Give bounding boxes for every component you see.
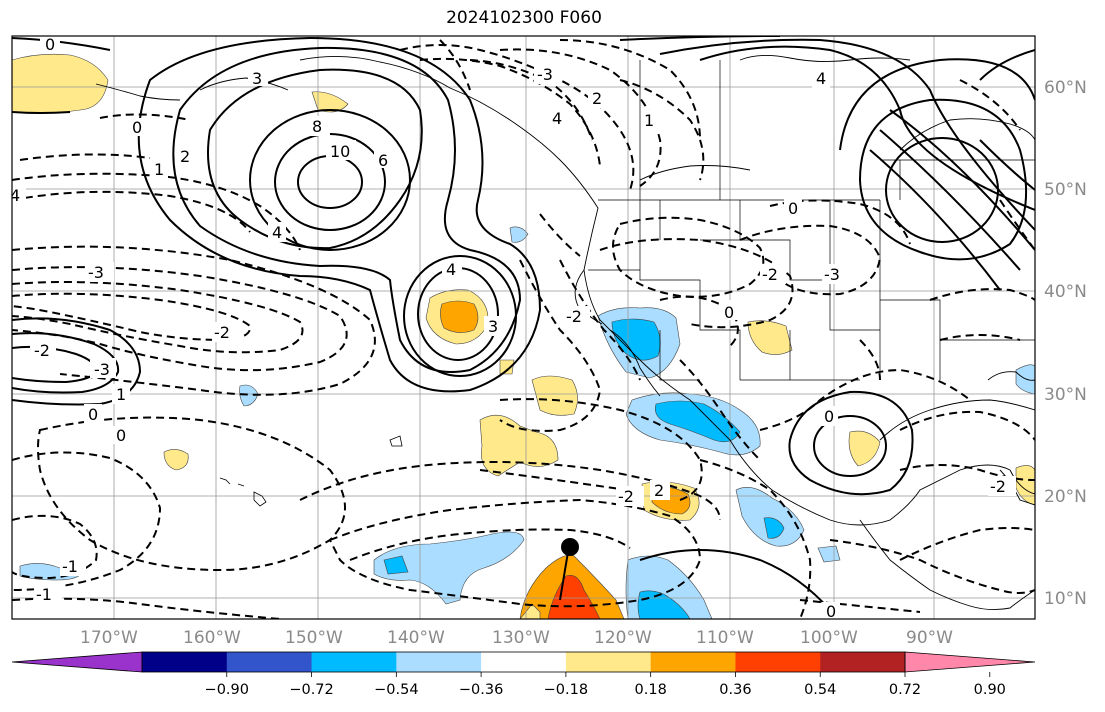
colorbar-extend-low	[11, 651, 143, 673]
lon-label: 90°W	[906, 628, 953, 648]
lon-label: 170°W	[80, 628, 138, 648]
contour-label: -3	[88, 263, 104, 282]
lon-label: 160°W	[183, 628, 241, 648]
coastlines	[95, 55, 1035, 611]
lon-label: 130°W	[492, 628, 550, 648]
colorbar-segment	[565, 652, 652, 672]
contour-label: 0	[826, 602, 836, 621]
contour-label: 8	[312, 117, 322, 136]
contour-label: -2	[566, 307, 582, 326]
lat-label: 40°N	[1044, 282, 1087, 302]
contour-label: 0	[88, 405, 98, 424]
colorbar-segment	[650, 652, 736, 672]
contour-label: 2	[592, 89, 602, 108]
contour-label: 0	[824, 407, 834, 426]
contour-label: 0	[116, 426, 126, 445]
colorbar-segment	[226, 652, 313, 672]
storm-center-marker	[561, 538, 579, 556]
contour-label: 3	[252, 69, 262, 88]
colorbar-segment	[735, 652, 821, 672]
contour-labels: 0 3 8 10 6 0 1 2 4 4 -3 -2 4 3	[10, 35, 1016, 621]
colorbar-tick-label: −0.18	[544, 682, 588, 698]
colorbar-tick-label: 0.90	[974, 682, 1006, 698]
colorbar-tick-label: 0.54	[804, 682, 836, 698]
contour-label: 4	[446, 260, 456, 279]
colorbar-tick-label: 0.18	[635, 682, 667, 698]
longitude-labels: 170°W 160°W 150°W 140°W 130°W 120°W 110°…	[80, 628, 953, 648]
contour-label: 4	[272, 223, 282, 242]
latitude-labels: 60°N 50°N 40°N 30°N 20°N 10°N	[1044, 78, 1087, 609]
contour-label: 1	[644, 111, 654, 130]
islands	[219, 435, 403, 507]
colorbar-segment	[396, 652, 482, 672]
colorbar-segment	[142, 652, 228, 672]
lon-label: 120°W	[594, 628, 652, 648]
contour-label: -2	[762, 265, 778, 284]
contour-label: 3	[488, 317, 498, 336]
contour-label: -3	[824, 265, 840, 284]
colorbar-segment	[820, 652, 906, 672]
contour-label: 4	[10, 186, 20, 205]
colorbar-tick-label: 0.72	[889, 682, 921, 698]
contour-label: -2	[618, 487, 634, 506]
contour-label: 0	[788, 199, 798, 218]
colorbar-tick-label: −0.54	[374, 682, 418, 698]
lon-label: 110°W	[696, 628, 754, 648]
contour-label: 4	[552, 109, 562, 128]
colorbar-tick-label: −0.90	[205, 682, 249, 698]
map-frame	[11, 35, 1036, 620]
contour-label: 1	[116, 385, 126, 404]
contour-label: 0	[45, 35, 55, 54]
contour-label: 0	[132, 118, 142, 137]
colorbar-segment	[481, 652, 567, 672]
lat-label: 60°N	[1044, 78, 1087, 98]
lat-label: 20°N	[1044, 487, 1087, 507]
lon-label: 150°W	[285, 628, 343, 648]
lon-label: 100°W	[800, 628, 858, 648]
colorbar-extend-high	[904, 651, 1036, 673]
colorbar-tick-label: 0.36	[719, 682, 751, 698]
lat-label: 30°N	[1044, 385, 1087, 405]
contour-label: -1	[36, 585, 52, 604]
contour-label: 2	[180, 147, 190, 166]
colorbar-tick-label: −0.72	[289, 682, 333, 698]
contour-label: -1	[62, 557, 78, 576]
contour-label: 1	[154, 160, 164, 179]
map-title: 2024102300 F060	[446, 8, 602, 28]
contour-label: 6	[378, 151, 388, 170]
lat-label: 10°N	[1044, 589, 1087, 609]
contour-label: 4	[816, 69, 826, 88]
contour-label: -2	[990, 477, 1006, 496]
contour-label: -3	[537, 65, 553, 84]
colorbar: −0.90 −0.72 −0.54 −0.36 −0.18 0.18 0.36 0.54 0.7…	[11, 651, 1036, 698]
colorbar-segment	[311, 652, 397, 672]
contour-label: -3	[94, 360, 110, 379]
contour-label: 0	[724, 303, 734, 322]
lat-label: 50°N	[1044, 180, 1087, 200]
dashed-contours	[12, 39, 1035, 619]
contour-label: 2	[654, 481, 664, 500]
contour-label: -2	[214, 323, 230, 342]
colorbar-outline	[141, 651, 906, 673]
contour-label: 10	[330, 142, 350, 161]
shaded-anomaly-fields	[12, 53, 1035, 619]
lon-label: 140°W	[387, 628, 445, 648]
map-panel	[12, 36, 1035, 619]
contour-label: -2	[34, 341, 50, 360]
colorbar-tick-label: −0.36	[459, 682, 503, 698]
